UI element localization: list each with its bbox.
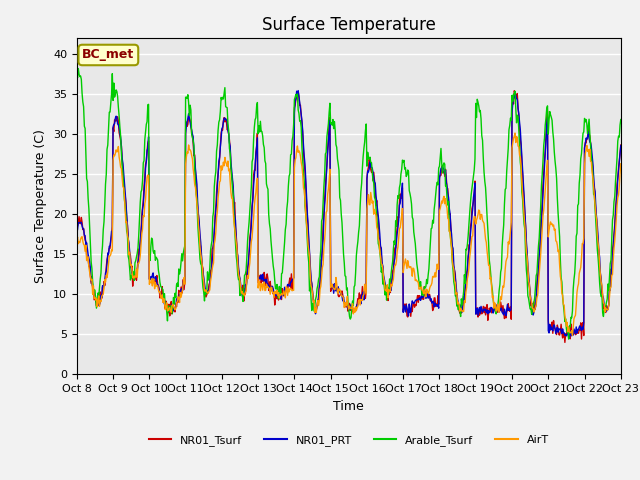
NR01_Tsurf (216, 156, 223, 162)
AirT (216, 179, 223, 185)
NR01_PRT (568, 329, 576, 335)
NR01_Tsurf (447, 224, 454, 230)
NR01_Tsurf (73, 223, 81, 228)
NR01_PRT (394, 225, 402, 231)
AirT (617, 161, 625, 167)
Arable_Tsurf (565, 336, 573, 342)
Arable_Tsurf (74, 66, 82, 72)
NR01_Tsurf (340, 299, 348, 304)
Arable_Tsurf (617, 117, 625, 122)
Arable_Tsurf (193, 197, 201, 203)
AirT (394, 249, 401, 254)
NR01_PRT (566, 336, 573, 341)
AirT (193, 192, 200, 198)
Title: Surface Temperature: Surface Temperature (262, 16, 436, 34)
NR01_PRT (216, 154, 223, 160)
Line: AirT: AirT (77, 133, 621, 336)
Y-axis label: Surface Temperature (C): Surface Temperature (C) (35, 130, 47, 283)
AirT (568, 328, 575, 334)
AirT (511, 130, 519, 136)
NR01_Tsurf (561, 339, 569, 345)
Arable_Tsurf (448, 245, 456, 251)
Arable_Tsurf (341, 273, 349, 279)
AirT (73, 238, 81, 243)
Line: NR01_PRT: NR01_PRT (77, 91, 621, 338)
X-axis label: Time: Time (333, 400, 364, 413)
Arable_Tsurf (568, 308, 576, 314)
NR01_Tsurf (511, 88, 518, 94)
NR01_Tsurf (394, 225, 401, 231)
Legend: NR01_Tsurf, NR01_PRT, Arable_Tsurf, AirT: NR01_Tsurf, NR01_PRT, Arable_Tsurf, AirT (145, 431, 553, 450)
Arable_Tsurf (394, 193, 402, 199)
NR01_Tsurf (617, 142, 625, 148)
NR01_PRT (617, 143, 625, 149)
NR01_PRT (294, 88, 302, 94)
NR01_Tsurf (568, 331, 576, 336)
Line: Arable_Tsurf: Arable_Tsurf (77, 69, 621, 339)
AirT (447, 239, 454, 244)
Arable_Tsurf (73, 71, 81, 77)
Arable_Tsurf (216, 108, 224, 114)
NR01_PRT (448, 231, 456, 237)
NR01_Tsurf (193, 185, 200, 191)
Text: BC_met: BC_met (82, 48, 134, 61)
AirT (340, 305, 348, 311)
AirT (568, 333, 576, 338)
Line: NR01_Tsurf: NR01_Tsurf (77, 91, 621, 342)
NR01_PRT (193, 174, 200, 180)
NR01_PRT (73, 230, 81, 236)
NR01_PRT (341, 303, 349, 309)
